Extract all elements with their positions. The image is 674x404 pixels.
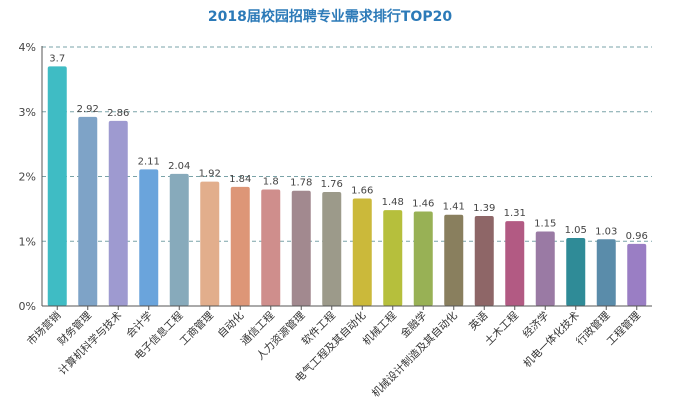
- x-tick-label: 工商管理: [177, 309, 216, 348]
- bar: [200, 181, 220, 306]
- data-label: 1.15: [534, 219, 556, 230]
- x-tick-label: 机械工程: [360, 309, 399, 348]
- chart-title: 2018届校园招聘专业需求排行TOP20: [208, 8, 452, 25]
- x-tick-label: 英语: [466, 309, 490, 333]
- data-label: 2.04: [168, 161, 190, 172]
- y-tick-label: 0%: [19, 300, 36, 313]
- bar: [108, 120, 128, 306]
- bar: [322, 192, 342, 306]
- bar: [535, 231, 555, 306]
- bar: [596, 239, 616, 306]
- data-label: 1.03: [595, 226, 617, 237]
- data-label: 2.11: [138, 156, 160, 167]
- x-tick-label: 工程管理: [604, 309, 643, 348]
- data-label: 1.05: [565, 225, 587, 236]
- bar: [505, 221, 525, 306]
- grid-lines: [42, 46, 652, 242]
- bar: [566, 238, 586, 306]
- bar: [352, 198, 372, 306]
- data-label: 2.92: [77, 104, 99, 115]
- data-label: 3.7: [49, 53, 65, 64]
- data-label: 1.66: [351, 186, 373, 197]
- bar: [444, 214, 464, 306]
- x-tick-label: 土木工程: [482, 309, 521, 348]
- data-label: 1.84: [229, 174, 251, 185]
- y-tick-label: 4%: [19, 41, 36, 54]
- bar: [47, 66, 67, 306]
- data-label: 1.46: [412, 198, 434, 209]
- bar: [291, 190, 311, 306]
- data-label: 1.8: [263, 176, 279, 187]
- data-label: 1.48: [382, 197, 404, 208]
- bar: [474, 215, 494, 306]
- data-label: 1.76: [321, 179, 343, 190]
- bar: [169, 173, 189, 306]
- bar: [230, 186, 250, 306]
- data-label: 1.39: [473, 203, 495, 214]
- y-tick-label: 3%: [19, 106, 36, 119]
- data-labels: 3.7 2.92 2.86 2.11 2.04 1.92 1.84 1.8 1.78 1.76 1.…: [49, 53, 648, 241]
- bars: [47, 66, 647, 307]
- bar: [78, 116, 98, 307]
- data-label: 0.96: [626, 231, 648, 242]
- y-tick-label: 1%: [19, 235, 36, 248]
- bar: [261, 189, 281, 306]
- bar: [139, 169, 159, 306]
- data-label: 1.31: [504, 208, 526, 219]
- data-label: 2.86: [107, 108, 129, 119]
- bar: [413, 211, 433, 306]
- bar: [383, 210, 403, 306]
- y-axis-ticks: 0% 1% 2% 3% 4%: [19, 41, 36, 313]
- data-label: 1.78: [290, 178, 312, 189]
- bar: [627, 243, 647, 306]
- y-tick-label: 2%: [19, 171, 36, 184]
- data-label: 1.92: [199, 169, 221, 180]
- data-label: 1.41: [443, 202, 465, 213]
